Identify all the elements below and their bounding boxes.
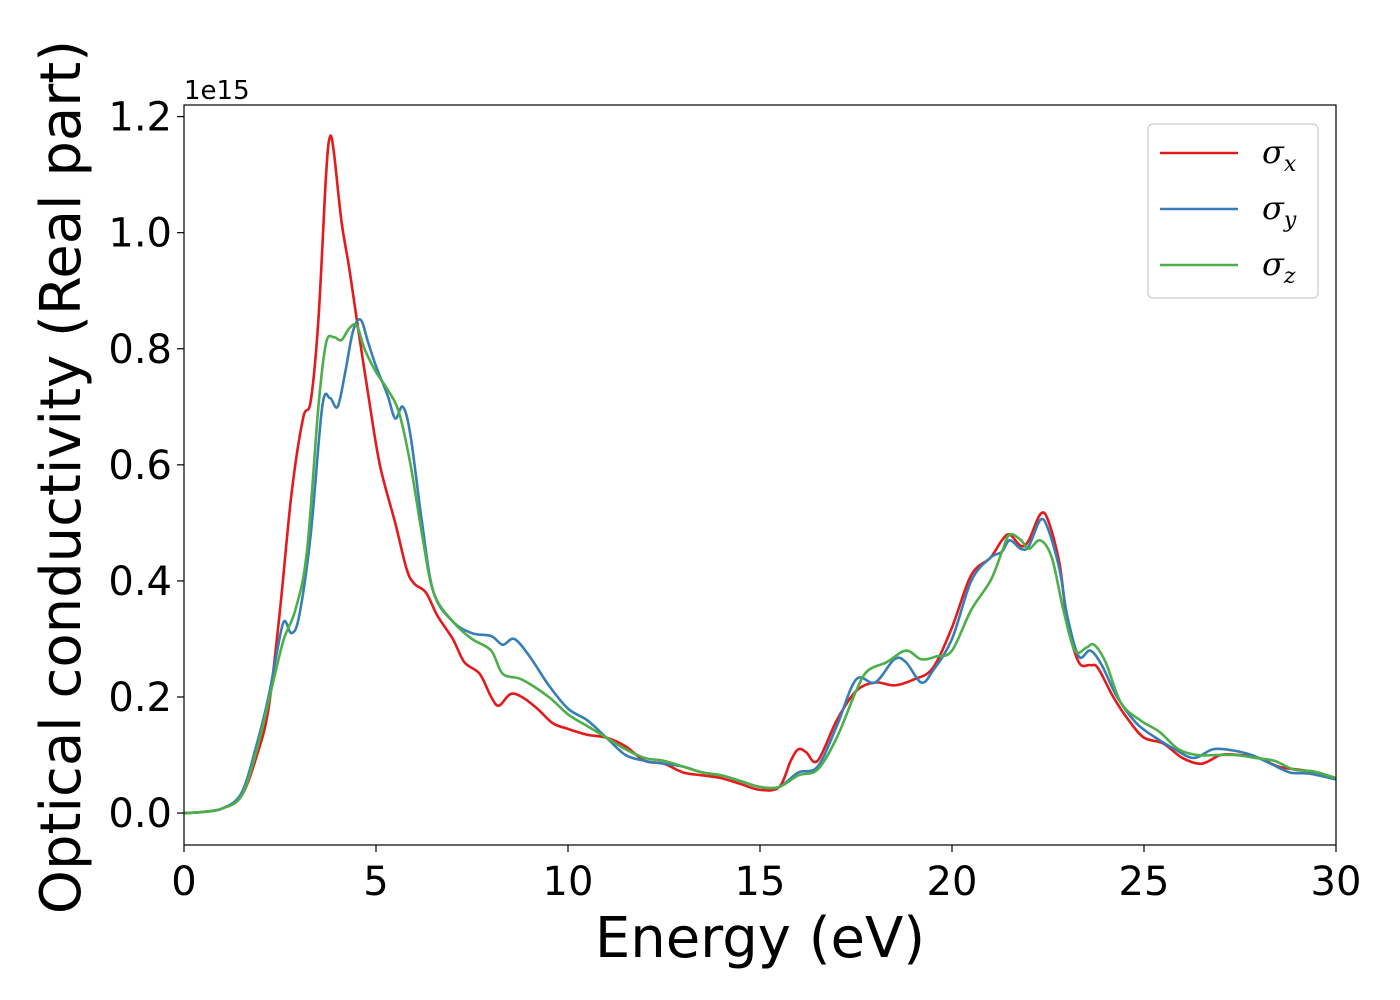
x-tick-label: 0 bbox=[171, 859, 196, 905]
legend-label-z: σz bbox=[1262, 245, 1296, 289]
series-line-z bbox=[184, 322, 1336, 815]
y-tick-label: 1.2 bbox=[108, 95, 172, 141]
y-axis-label: Optical conductivity (Real part) bbox=[29, 40, 94, 914]
y-tick-label: 0.8 bbox=[108, 327, 172, 373]
y-offset-label: 1e15 bbox=[184, 76, 250, 106]
y-tick-label: 0.6 bbox=[108, 443, 172, 489]
y-tick-label: 0.4 bbox=[108, 559, 172, 605]
legend-box bbox=[1147, 123, 1319, 299]
y-tick-label: 1.0 bbox=[108, 211, 172, 257]
series-line-x bbox=[184, 134, 1336, 815]
x-tick-label: 10 bbox=[543, 859, 594, 905]
x-tick-label: 15 bbox=[735, 859, 786, 905]
x-tick-label: 20 bbox=[927, 859, 978, 905]
series-line-y bbox=[184, 318, 1336, 815]
legend-label-y: σy bbox=[1262, 189, 1297, 233]
x-axis-label: Energy (eV) bbox=[595, 906, 925, 971]
y-tick-label: 0.0 bbox=[108, 791, 172, 837]
x-tick-label: 5 bbox=[363, 859, 388, 905]
legend-label-x: σx bbox=[1262, 133, 1297, 177]
plot-lines bbox=[184, 134, 1336, 815]
y-tick-label: 0.2 bbox=[108, 675, 172, 721]
x-tick-label: 25 bbox=[1119, 859, 1170, 905]
y-axis-ticks: 0.0 0.2 0.4 0.6 0.8 1.0 1.2 bbox=[108, 95, 184, 837]
legend: σx σy σz bbox=[1147, 123, 1319, 299]
x-axis-ticks: 0 5 10 15 20 25 30 bbox=[171, 845, 1361, 905]
x-tick-label: 30 bbox=[1311, 859, 1362, 905]
